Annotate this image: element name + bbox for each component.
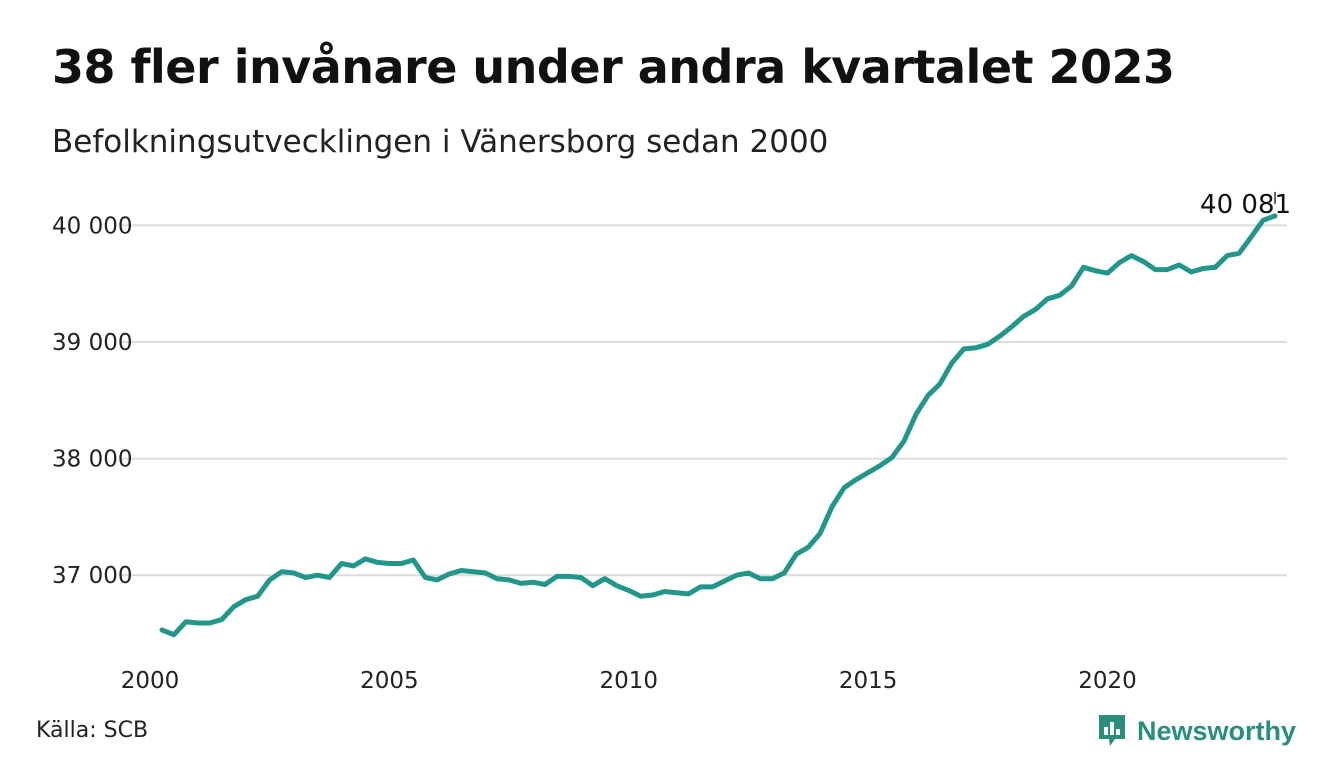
y-tick-label: 39 000 (52, 330, 132, 356)
y-axis: 37 000 38 000 39 000 40 000 (52, 213, 132, 589)
x-tick-label: 2005 (360, 668, 419, 694)
line-chart: 37 000 38 000 39 000 40 000 2000 2005 2010 201… (52, 190, 1291, 694)
series-layer (159, 213, 1278, 638)
chart-title: 38 fler invånare under andra kvartalet 2… (52, 40, 1175, 94)
x-axis: 2000 2005 2010 2015 2020 (121, 668, 1137, 694)
grid-lines (120, 224, 1287, 577)
x-tick-label: 2010 (599, 668, 658, 694)
y-tick-label: 40 000 (52, 213, 132, 239)
newsworthy-logo-icon (1098, 715, 1125, 746)
x-tick-label: 2015 (839, 668, 898, 694)
annotation: 40 081 (1200, 190, 1291, 220)
chart-subtitle: Befolkningsutvecklingen i Vänersborg sed… (52, 124, 829, 160)
brand-logo[interactable]: Newsworthy (1097, 713, 1296, 749)
series-line (159, 213, 1278, 638)
x-tick-label: 2000 (121, 668, 180, 694)
annotation-label: 40 081 (1200, 190, 1291, 220)
y-tick-label: 38 000 (52, 447, 132, 473)
y-tick-label: 37 000 (52, 563, 132, 589)
x-tick-label: 2020 (1078, 668, 1137, 694)
source-note: Källa: SCB (36, 718, 149, 743)
brand-name: Newsworthy (1136, 715, 1296, 746)
